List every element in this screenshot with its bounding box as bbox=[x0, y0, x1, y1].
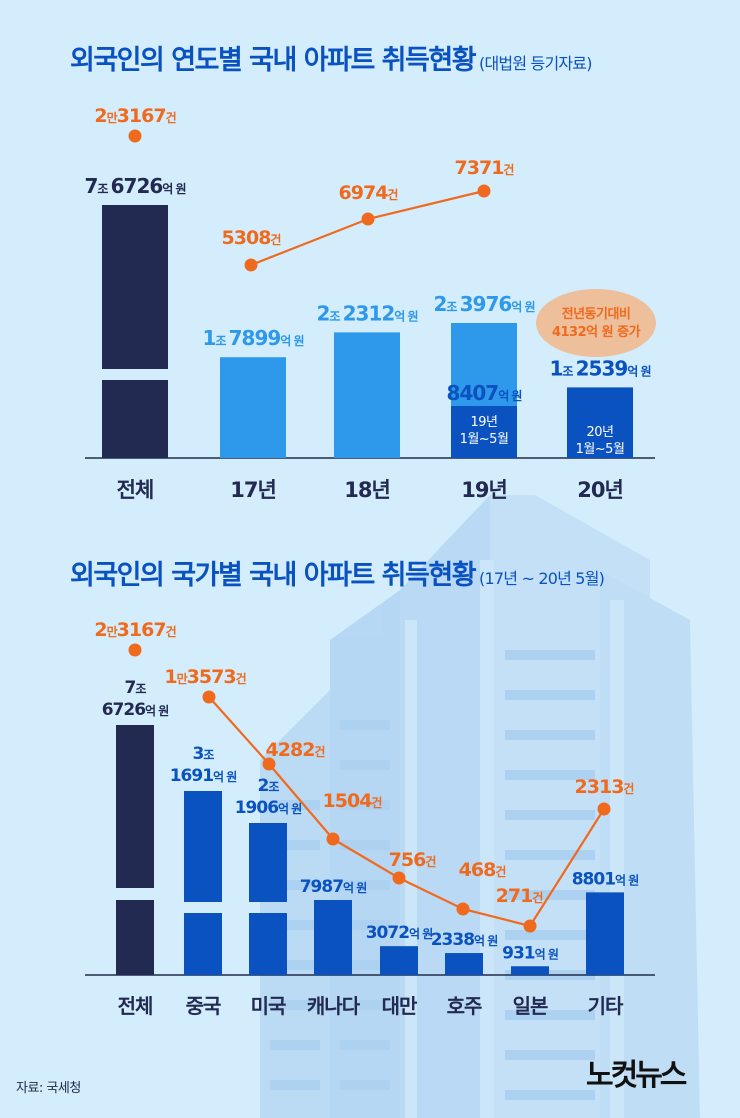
bar-upper-전체 bbox=[116, 725, 154, 888]
bar-캐나다 bbox=[314, 900, 352, 975]
bar-lower-중국 bbox=[184, 913, 222, 975]
amount-label: 1조 7899억 원 bbox=[202, 326, 303, 350]
bottom-chart-title: 외국인의 국가별 국내 아파트 취득현황 (17년 ~ 20년 5월) bbox=[70, 553, 605, 592]
count-label: 1504건 bbox=[323, 790, 383, 812]
count-point bbox=[456, 902, 470, 916]
count-label: 6974건 bbox=[339, 182, 399, 204]
x-tick-label: 19년 bbox=[461, 478, 507, 502]
bottom-chart-title-main: 외국인의 국가별 국내 아파트 취득현황 bbox=[70, 560, 477, 591]
count-point bbox=[597, 802, 611, 816]
top-chart-title-sub: (대법원 등기자료) bbox=[479, 54, 592, 73]
bar-inner-label: 20년 bbox=[586, 425, 613, 440]
bar-inner-label: 1월~5월 bbox=[460, 432, 509, 447]
bar-lower-미국 bbox=[249, 913, 287, 975]
nocut-news-logo: 노컷뉴스 bbox=[586, 1058, 687, 1093]
x-tick-label: 일본 bbox=[513, 994, 548, 1018]
count-label: 756건 bbox=[389, 849, 437, 871]
count-point bbox=[477, 184, 491, 198]
amount-label-line1: 2조 bbox=[258, 776, 280, 796]
count-point bbox=[361, 212, 375, 226]
count-point bbox=[202, 690, 216, 704]
count-point bbox=[128, 643, 142, 657]
annotation-ellipse bbox=[536, 289, 656, 357]
bar-total-upper bbox=[102, 205, 168, 369]
amount-label-line1: 7조 bbox=[125, 678, 147, 698]
bar-18년 bbox=[334, 332, 400, 458]
count-label: 2만3167건 bbox=[94, 105, 176, 127]
count-label: 271건 bbox=[496, 885, 544, 907]
bar-total-lower bbox=[102, 380, 168, 458]
bar-lower-전체 bbox=[116, 900, 154, 975]
amount-label-line2: 6726억 원 bbox=[102, 700, 169, 720]
amount-label: 2조 3976억 원 bbox=[433, 292, 534, 316]
annotation-text: 4132억 원 증가 bbox=[552, 325, 641, 340]
bar-일본 bbox=[511, 966, 549, 975]
x-tick-label: 전체 bbox=[117, 478, 154, 502]
x-tick-label: 17년 bbox=[230, 478, 276, 502]
bottom-chart-title-sub: (17년 ~ 20년 5월) bbox=[479, 569, 605, 588]
bar-upper-미국 bbox=[249, 823, 287, 902]
amount-label: 8801억 원 bbox=[572, 869, 639, 889]
amount-label: 2338억 원 bbox=[431, 930, 498, 950]
count-label: 5308건 bbox=[222, 227, 282, 249]
amount-label: 1조 2539억 원 bbox=[549, 356, 650, 380]
amount-label-line2: 1691억 원 bbox=[170, 766, 237, 786]
count-point bbox=[262, 757, 276, 771]
x-tick-label: 중국 bbox=[186, 994, 221, 1018]
bar-upper-중국 bbox=[184, 791, 222, 902]
bar-inner-label: 19년 bbox=[470, 415, 497, 430]
amount-label: 7조 6726억 원 bbox=[84, 174, 185, 198]
x-tick-label: 캐나다 bbox=[307, 994, 361, 1018]
count-label: 4282건 bbox=[266, 739, 326, 761]
bar-대만 bbox=[380, 946, 418, 975]
count-label: 1만3573건 bbox=[164, 666, 246, 688]
amount-label: 931억 원 bbox=[502, 943, 558, 963]
count-point bbox=[128, 129, 142, 143]
bar-19-jan-may bbox=[451, 406, 517, 458]
count-label: 2만3167건 bbox=[94, 619, 176, 641]
x-tick-label: 기타 bbox=[588, 994, 624, 1018]
top-chart-title: 외국인의 연도별 국내 아파트 취득현황 (대법원 등기자료) bbox=[70, 38, 592, 77]
count-point bbox=[326, 832, 340, 846]
amount-label-line1: 3조 bbox=[193, 744, 215, 764]
bar-호주 bbox=[445, 953, 483, 975]
count-point bbox=[523, 919, 537, 933]
x-tick-label: 호주 bbox=[447, 994, 482, 1018]
amount-label: 2조 2312억 원 bbox=[316, 301, 417, 325]
amount-label-line2: 1906억 원 bbox=[235, 798, 302, 818]
count-label: 468건 bbox=[459, 859, 507, 881]
amount-label-19-jan-may: 8407억 원 bbox=[447, 381, 522, 405]
x-tick-label: 20년 bbox=[577, 478, 623, 502]
x-tick-label: 미국 bbox=[251, 994, 286, 1018]
bar-inner-label: 1월~5월 bbox=[576, 442, 625, 457]
yearly-chart: 7조 6726억 원전체 1조 7899억 원 17년 2조 2312억 원 18년 2조… bbox=[84, 105, 656, 502]
bar-17년 bbox=[220, 357, 286, 458]
x-tick-label: 전체 bbox=[118, 994, 153, 1018]
count-point bbox=[244, 258, 258, 272]
bar-기타 bbox=[586, 892, 624, 975]
annotation-text: 전년동기대비 bbox=[562, 306, 631, 322]
amount-label: 3072억 원 bbox=[366, 923, 433, 943]
x-tick-label: 대만 bbox=[382, 994, 418, 1018]
count-point bbox=[392, 871, 406, 885]
bar-20년 bbox=[567, 387, 633, 458]
source-note: 자료: 국세청 bbox=[16, 1081, 81, 1096]
top-chart-title-main: 외국인의 연도별 국내 아파트 취득현황 bbox=[70, 45, 477, 76]
x-tick-label: 18년 bbox=[344, 478, 390, 502]
count-label: 7371건 bbox=[455, 157, 515, 179]
count-label: 2313건 bbox=[575, 776, 635, 798]
amount-label: 7987억 원 bbox=[300, 877, 367, 897]
